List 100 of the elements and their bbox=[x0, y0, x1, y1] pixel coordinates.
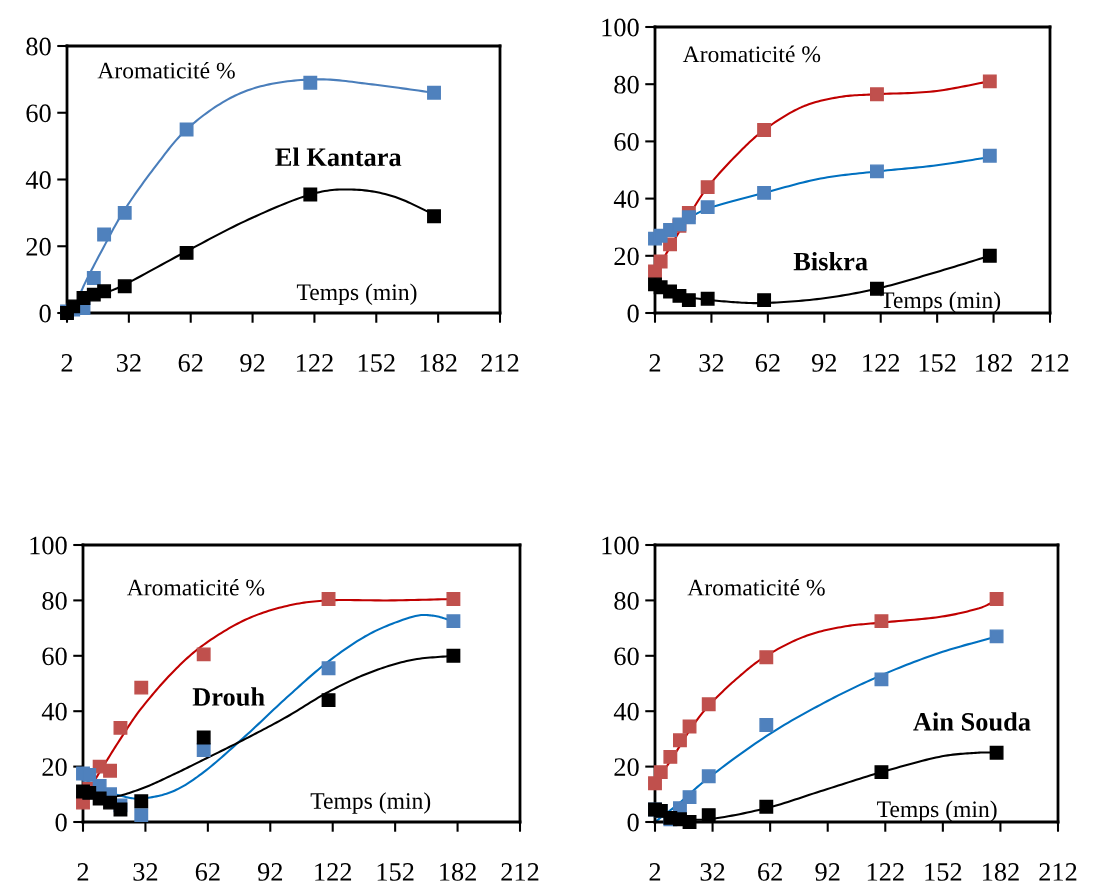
x-tick-label: 62 bbox=[178, 354, 203, 372]
x-tick-label: 2 bbox=[77, 863, 89, 881]
annotation: El Kantara bbox=[275, 147, 402, 167]
x-tick-label: 92 bbox=[811, 354, 837, 372]
point bbox=[653, 765, 668, 780]
point bbox=[989, 592, 1004, 606]
point bbox=[701, 697, 716, 712]
y-tick-label: 0 bbox=[627, 813, 639, 832]
x-tick-label: 122 bbox=[867, 863, 904, 881]
point bbox=[134, 680, 149, 695]
x-tick-label: 32 bbox=[699, 354, 724, 372]
x-tick-label: 2 bbox=[649, 354, 661, 372]
y-tick-label: 20 bbox=[26, 237, 51, 256]
y-tick-label: 0 bbox=[55, 813, 67, 832]
annotation: Aromaticité % bbox=[126, 578, 265, 596]
point bbox=[700, 200, 715, 215]
y-tick-label: 20 bbox=[614, 247, 639, 266]
point bbox=[113, 720, 128, 735]
point bbox=[321, 693, 336, 708]
point bbox=[982, 74, 997, 89]
y-tick-label: 40 bbox=[25, 171, 51, 189]
x-tick-label: 212 bbox=[481, 354, 519, 372]
point bbox=[982, 148, 997, 163]
y-tick-label: 100 bbox=[602, 18, 639, 37]
point bbox=[321, 661, 336, 676]
point bbox=[681, 293, 696, 308]
point bbox=[134, 794, 149, 809]
x-tick-label: 32 bbox=[700, 863, 725, 881]
x-tick-label: 212 bbox=[1031, 354, 1069, 372]
point bbox=[870, 164, 884, 179]
x-tick-label: 182 bbox=[420, 354, 457, 372]
point bbox=[446, 592, 461, 606]
point bbox=[701, 769, 716, 784]
x-tick-label: 62 bbox=[758, 863, 782, 881]
point bbox=[303, 187, 318, 202]
x-tick-label: 92 bbox=[257, 863, 283, 881]
y-tick-label: 80 bbox=[26, 37, 51, 56]
y-tick-label: 100 bbox=[602, 536, 639, 555]
point bbox=[196, 730, 211, 745]
x-tick-label: 152 bbox=[919, 354, 956, 372]
point bbox=[989, 629, 1004, 644]
x-tick-label: 182 bbox=[440, 863, 476, 881]
annotation: Temps (min) bbox=[296, 283, 417, 305]
y-tick-label: 80 bbox=[614, 592, 639, 610]
y-tick-label: 0 bbox=[39, 304, 51, 323]
x-tick-label: 32 bbox=[133, 863, 158, 881]
x-tick-label: 2 bbox=[61, 354, 73, 372]
annotation: Drouh bbox=[192, 687, 265, 706]
y-tick-label: 40 bbox=[613, 702, 639, 721]
y-tick-label: 60 bbox=[26, 104, 51, 123]
x-tick-label: 212 bbox=[1039, 863, 1077, 881]
point bbox=[427, 85, 441, 100]
point bbox=[989, 745, 1004, 760]
annotation: Temps (min) bbox=[877, 800, 997, 822]
point bbox=[179, 122, 194, 137]
point bbox=[179, 245, 194, 260]
point bbox=[874, 614, 889, 629]
point bbox=[757, 123, 772, 137]
annotation: Temps (min) bbox=[880, 291, 1001, 313]
x-tick-label: 92 bbox=[815, 863, 840, 881]
x-tick-label: 152 bbox=[358, 354, 395, 372]
y-tick-label: 60 bbox=[42, 647, 67, 666]
point bbox=[97, 284, 112, 299]
y-tick-label: 40 bbox=[41, 702, 67, 721]
y-tick-label: 80 bbox=[614, 75, 639, 94]
point bbox=[82, 767, 97, 782]
point bbox=[682, 719, 697, 734]
point bbox=[653, 254, 668, 269]
point bbox=[682, 790, 697, 805]
x-tick-label: 212 bbox=[501, 863, 539, 881]
annotation: Ain Souda bbox=[913, 712, 1031, 731]
point bbox=[86, 271, 101, 285]
point bbox=[874, 672, 889, 687]
point bbox=[982, 248, 997, 263]
point bbox=[117, 279, 132, 294]
point bbox=[701, 808, 716, 823]
x-tick-label: 152 bbox=[377, 863, 414, 881]
point bbox=[757, 293, 772, 308]
x-tick-label: 62 bbox=[195, 863, 220, 881]
point bbox=[663, 749, 678, 764]
point bbox=[97, 227, 112, 242]
point bbox=[117, 205, 132, 220]
point bbox=[196, 743, 211, 757]
point bbox=[321, 592, 336, 606]
x-tick-label: 152 bbox=[925, 863, 962, 881]
point bbox=[759, 718, 774, 732]
annotation: Aromaticité % bbox=[687, 578, 825, 596]
point bbox=[870, 87, 884, 102]
x-tick-label: 2 bbox=[649, 863, 661, 881]
point bbox=[682, 815, 697, 829]
point bbox=[874, 765, 889, 780]
point bbox=[648, 776, 662, 791]
point bbox=[700, 180, 715, 195]
annotation: Temps (min) bbox=[310, 792, 431, 814]
y-tick-label: 60 bbox=[614, 133, 639, 151]
point bbox=[446, 614, 461, 629]
point bbox=[446, 648, 461, 663]
annotation: Aromaticité % bbox=[97, 61, 235, 79]
point bbox=[134, 808, 149, 823]
point bbox=[196, 647, 211, 662]
